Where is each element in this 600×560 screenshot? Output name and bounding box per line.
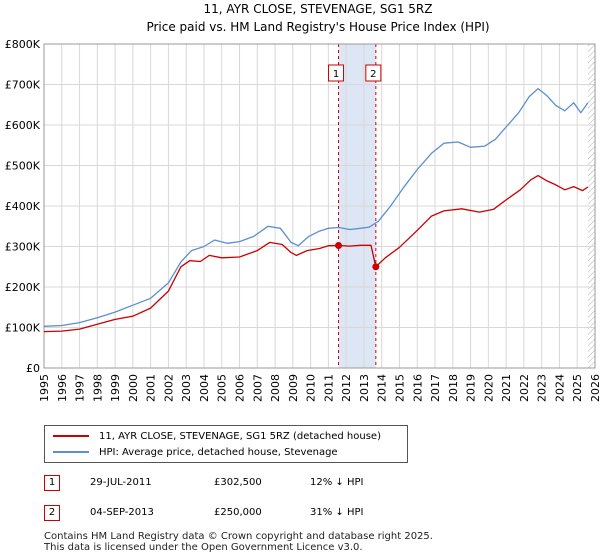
x-tick-label: 2005 bbox=[216, 374, 229, 402]
y-tick-label: £0 bbox=[26, 362, 40, 375]
x-tick-label: 2003 bbox=[180, 374, 193, 402]
y-tick-label: £800K bbox=[5, 38, 41, 51]
series-line-hpi bbox=[43, 87, 589, 327]
transaction-date: 04-SEP-2013 bbox=[90, 507, 154, 518]
transaction-marker-label: 1 bbox=[333, 69, 339, 80]
x-tick-label: 2021 bbox=[500, 374, 513, 402]
y-tick-label: £600K bbox=[5, 119, 41, 132]
legend-label-property: 11, AYR CLOSE, STEVENAGE, SG1 5RZ (detac… bbox=[99, 430, 381, 442]
footer: Contains HM Land Registry data © Crown c… bbox=[44, 531, 433, 553]
footer-line: This data is licensed under the Open Gov… bbox=[44, 542, 363, 553]
legend-swatch-hpi bbox=[53, 451, 89, 453]
x-tick-label: 2020 bbox=[482, 374, 495, 402]
x-tick-label: 2010 bbox=[305, 374, 318, 402]
legend-label-hpi: HPI: Average price, detached house, Stev… bbox=[99, 446, 338, 458]
footer-line: Contains HM Land Registry data © Crown c… bbox=[44, 531, 433, 542]
transaction-badge: 1 bbox=[44, 475, 60, 491]
x-tick-label: 1998 bbox=[91, 374, 104, 402]
x-tick-label: 2008 bbox=[269, 374, 282, 402]
x-tick-label: 2011 bbox=[322, 374, 335, 402]
transaction-hpi: 31% ↓ HPI bbox=[310, 507, 364, 518]
y-tick-label: £100K bbox=[5, 322, 41, 335]
x-tick-label: 2016 bbox=[411, 374, 424, 402]
x-tick-label: 2022 bbox=[518, 374, 531, 402]
x-tick-label: 1995 bbox=[38, 374, 51, 402]
x-tick-label: 2015 bbox=[393, 374, 406, 402]
x-tick-label: 2002 bbox=[162, 374, 175, 402]
x-tick-label: 2001 bbox=[145, 374, 158, 402]
price-chart: 11, AYR CLOSE, STEVENAGE, SG1 5RZ Price … bbox=[5, 2, 600, 402]
x-tick-label: 2019 bbox=[465, 374, 478, 402]
x-tick-label: 2000 bbox=[127, 374, 140, 402]
x-tick-label: 2006 bbox=[234, 374, 247, 402]
x-tick-label: 1996 bbox=[56, 374, 69, 402]
x-tick-label: 2009 bbox=[287, 374, 300, 402]
x-tick-label: 2017 bbox=[429, 374, 442, 402]
x-tick-label: 2004 bbox=[198, 374, 211, 402]
transaction-date: 29-JUL-2011 bbox=[90, 477, 152, 488]
transaction-point bbox=[372, 263, 380, 271]
x-tick-label: 2023 bbox=[536, 374, 549, 402]
transaction-marker-box bbox=[328, 64, 345, 82]
transaction-marker-label: 2 bbox=[370, 69, 376, 80]
x-tick-label: 2013 bbox=[358, 374, 371, 402]
y-tick-label: £400K bbox=[5, 200, 41, 213]
x-tick-label: 2012 bbox=[340, 374, 353, 402]
chart-subtitle: Price paid vs. HM Land Registry's House … bbox=[146, 20, 489, 34]
x-tick-label: 2018 bbox=[447, 374, 460, 402]
x-tick-label: 2026 bbox=[589, 374, 600, 402]
x-tick-label: 2025 bbox=[571, 374, 584, 402]
legend: 11, AYR CLOSE, STEVENAGE, SG1 5RZ (detac… bbox=[44, 425, 408, 463]
chart-title: 11, AYR CLOSE, STEVENAGE, SG1 5RZ bbox=[204, 2, 433, 16]
transaction-point bbox=[335, 241, 343, 249]
legend-item-hpi: HPI: Average price, detached house, Stev… bbox=[53, 445, 338, 459]
legend-item-property: 11, AYR CLOSE, STEVENAGE, SG1 5RZ (detac… bbox=[53, 429, 381, 443]
transaction-price: £302,500 bbox=[214, 477, 262, 488]
y-tick-label: £500K bbox=[5, 160, 41, 173]
y-tick-label: £300K bbox=[5, 241, 41, 254]
transaction-badge: 2 bbox=[44, 505, 60, 521]
plot-area: £0 £100K £200K £300K £400K £500K £600K £700K £80… bbox=[5, 38, 600, 402]
transaction-marker-box bbox=[365, 64, 382, 82]
y-tick-label: £200K bbox=[5, 281, 41, 294]
x-tick-label: 2007 bbox=[251, 374, 264, 402]
legend-swatch-property bbox=[53, 435, 89, 437]
transaction-hpi: 12% ↓ HPI bbox=[310, 477, 364, 488]
x-tick-label: 2014 bbox=[376, 374, 389, 402]
x-tick-label: 2024 bbox=[553, 374, 566, 402]
x-tick-label: 1999 bbox=[109, 374, 122, 402]
plot-frame bbox=[43, 43, 596, 369]
y-tick-label: £700K bbox=[5, 79, 41, 92]
transaction-price: £250,000 bbox=[214, 507, 262, 518]
x-tick-label: 1997 bbox=[74, 374, 87, 402]
